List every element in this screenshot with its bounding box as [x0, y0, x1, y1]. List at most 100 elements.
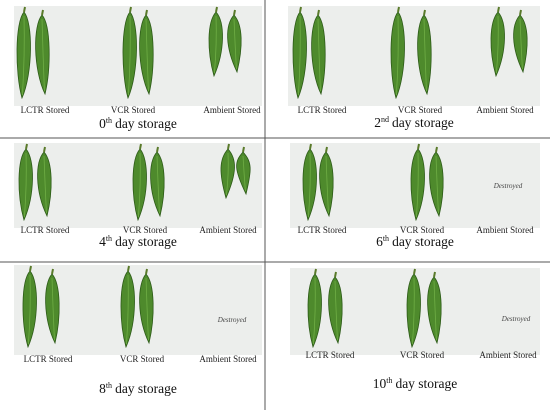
- okra-ridge: [22, 15, 25, 96]
- okra-ridge: [226, 152, 229, 196]
- okra-stem: [397, 6, 400, 13]
- okra-ridge: [43, 155, 47, 214]
- label: VCR Stored: [120, 354, 165, 364]
- okra-stem: [129, 6, 132, 13]
- okra-stem: [156, 146, 159, 153]
- okra-stem: [325, 146, 328, 153]
- okra-ridge: [145, 277, 149, 341]
- day-suffix: th: [106, 381, 112, 390]
- caption-text: day storage: [115, 381, 177, 396]
- panel: Destroyed LCTR Stored VCR Stored Ambient St…: [14, 265, 262, 396]
- okra-stem: [435, 146, 438, 153]
- okra-ridge: [145, 18, 149, 92]
- panel: LCTR Stored VCR Stored Ambient Stored 4th da…: [14, 143, 262, 249]
- okra-pod: [417, 14, 432, 96]
- caption: 8th day storage: [99, 381, 177, 396]
- day-number: 4: [99, 234, 106, 249]
- day-number: 2: [374, 115, 381, 130]
- okra-pod: [429, 151, 444, 218]
- okra-ridge: [313, 277, 316, 345]
- caption: 6th day storage: [376, 234, 454, 249]
- panel: LCTR Stored VCR Stored Ambient Stored 0th da…: [14, 6, 262, 131]
- okra-ridge: [423, 18, 427, 92]
- day-suffix: th: [383, 234, 389, 243]
- okra-pod: [319, 151, 334, 218]
- okra-ridge: [308, 152, 311, 218]
- okra-stem: [334, 271, 337, 278]
- okra-ridge: [138, 152, 141, 218]
- okra-pod: [236, 151, 251, 196]
- caption-text: day storage: [392, 115, 454, 130]
- okra-stem: [314, 268, 317, 275]
- okra-stem: [309, 143, 312, 150]
- okra-stem: [433, 271, 436, 278]
- label: VCR Stored: [123, 225, 168, 235]
- okra-ridge: [396, 15, 399, 96]
- label: VCR Stored: [111, 105, 156, 115]
- okra-ridge: [51, 277, 55, 341]
- caption-text: day storage: [115, 116, 177, 131]
- label: LCTR Stored: [306, 350, 355, 360]
- label: Ambient Stored: [199, 225, 257, 235]
- okra-pod: [227, 14, 242, 74]
- day-suffix: th: [106, 116, 112, 125]
- label: Ambient Stored: [203, 105, 261, 115]
- okra-pod: [150, 151, 165, 218]
- day-suffix: th: [106, 234, 112, 243]
- caption: 10th day storage: [373, 376, 458, 391]
- day-suffix: nd: [381, 115, 389, 124]
- okra-pod: [513, 14, 528, 74]
- okra-pod: [427, 276, 442, 345]
- okra-pod: [37, 151, 52, 218]
- okra-ridge: [496, 15, 499, 74]
- label: Ambient Stored: [479, 350, 537, 360]
- caption: 0th day storage: [99, 116, 177, 131]
- okra-stem: [127, 265, 130, 272]
- okra-ridge: [156, 155, 160, 214]
- label: LCTR Stored: [298, 225, 347, 235]
- okra-stem: [317, 9, 320, 16]
- label: Ambient Stored: [476, 105, 534, 115]
- okra-pod: [328, 276, 343, 345]
- okra-stem: [139, 143, 142, 150]
- okra-stem: [145, 9, 148, 16]
- okra-ridge: [28, 274, 31, 345]
- okra-ridge: [233, 18, 237, 70]
- okra-ridge: [242, 155, 246, 192]
- okra-ridge: [317, 18, 321, 92]
- okra-stem: [25, 143, 28, 150]
- day-number: 6: [376, 234, 383, 249]
- okra-pod: [139, 273, 154, 345]
- panel: Destroyed LCTR Stored VCR Stored Ambient St…: [290, 143, 540, 249]
- okra-stem: [519, 9, 522, 16]
- caption-text: day storage: [395, 376, 457, 391]
- note: Destroyed: [501, 315, 531, 323]
- okra-stem: [145, 268, 148, 275]
- okra-stem: [299, 6, 302, 13]
- okra-ridge: [41, 18, 45, 92]
- okra-stem: [215, 6, 218, 13]
- okra-ridge: [126, 274, 129, 345]
- label: Ambient Stored: [476, 225, 534, 235]
- caption: 2nd day storage: [374, 115, 454, 130]
- label: VCR Stored: [398, 105, 443, 115]
- caption: 4th day storage: [99, 234, 177, 249]
- okra-ridge: [416, 152, 419, 218]
- okra-stem: [233, 9, 236, 16]
- panel: LCTR Stored VCR Stored Ambient Stored 2nd da…: [288, 6, 540, 130]
- okra-pod: [311, 14, 326, 96]
- okra-stem: [51, 268, 54, 275]
- okra-pod: [35, 14, 50, 96]
- note: Destroyed: [493, 182, 523, 190]
- label: VCR Stored: [400, 350, 445, 360]
- day-suffix: th: [386, 376, 392, 385]
- panel: Destroyed LCTR Stored VCR Stored Ambient St…: [290, 268, 540, 391]
- okra-stem: [242, 146, 245, 153]
- photo: [14, 6, 262, 106]
- okra-ridge: [412, 277, 415, 345]
- okra-stem: [23, 6, 26, 13]
- caption-text: day storage: [392, 234, 454, 249]
- label: LCTR Stored: [21, 225, 70, 235]
- label: LCTR Stored: [24, 354, 73, 364]
